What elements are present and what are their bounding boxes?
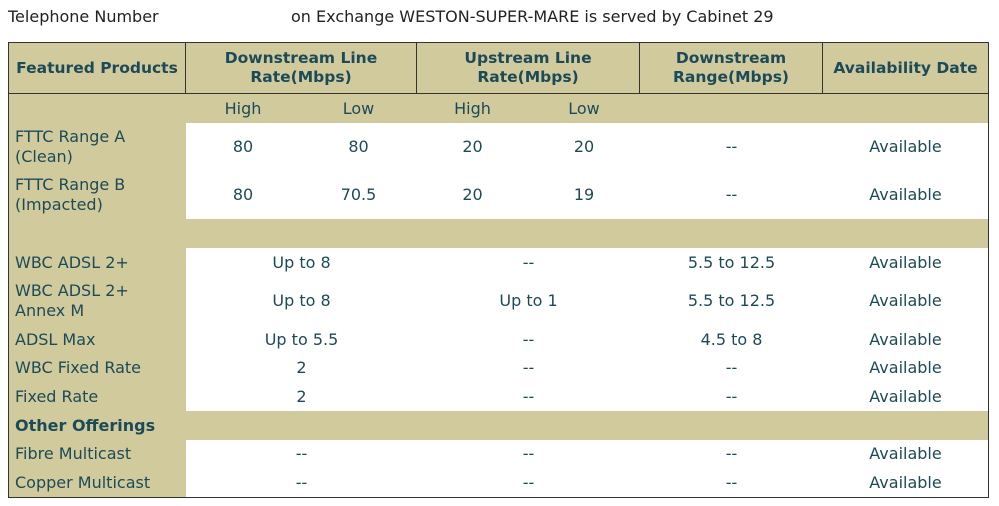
cell: 20 [573,137,595,156]
cell: Available [869,291,942,310]
row-label: WBC Fixed Rate [15,358,142,377]
cell: Up to 8 [272,291,331,310]
label: Telephone Number [8,7,159,26]
row-label: WBC ADSL 2+ [15,252,129,272]
cell: Available [869,137,942,156]
cell: -- [725,358,738,377]
cell: 80 [348,137,369,156]
cell: -- [725,137,738,156]
row-label: Fixed Rate [15,386,99,406]
row-bg [186,440,988,497]
row-label: Fibre Multicast [15,444,132,463]
column-header: Featured Products [9,43,186,93]
cell: -- [522,358,535,377]
cell: 2 [296,386,307,406]
cell: -- [295,472,308,492]
cell: 5.5 to 12.5 [687,291,776,310]
cell: Available [869,358,942,377]
cell: Available [869,185,942,204]
cell: -- [725,386,738,406]
cell: -- [522,444,535,463]
row-label: Copper Multicast [15,472,151,492]
column-header: Availability Date [833,58,978,77]
column-header: Downstream Line Rate(Mbps) [186,43,417,93]
cell: -- [522,472,535,492]
subcolumn-header: High [454,99,491,118]
cell: Available [869,386,942,406]
cell: -- [725,472,738,492]
cell: Up to 8 [272,252,331,272]
row-label: FTTC Range B (Impacted) [15,175,126,214]
cell: Available [869,444,942,463]
cell: -- [522,329,535,349]
row-label: WBC ADSL 2+ Annex M [15,281,129,320]
cell: Up to 1 [499,291,558,310]
cell: -- [522,252,535,272]
cell: 4.5 to 8 [700,329,763,349]
cell: -- [295,444,308,463]
exchange-info: on Exchange WESTON-SUPER-MARE is served … [291,7,774,26]
cell: Available [869,252,942,272]
cell: -- [522,386,535,406]
section-label: Other Offerings [15,415,156,435]
cell: 20 [462,137,483,156]
cell: 80 [232,185,254,204]
cell: Up to 5.5 [264,329,339,349]
column-header: Upstream Line Rate(Mbps) [417,43,640,93]
subcolumn-header: Low [342,99,375,118]
subcolumn-header: Low [568,99,600,118]
cell: 5.5 to 12.5 [687,252,776,272]
cell: 80 [232,137,254,156]
row-label: ADSL Max [15,329,96,349]
cell: 70.5 [340,185,377,204]
column-header: Downstream Range(Mbps) [640,43,823,93]
cell: 2 [296,358,307,377]
cell: Available [869,472,942,492]
cell: -- [725,185,738,204]
row-label: FTTC Range A (Clean) [15,127,126,166]
subcolumn-header: High [224,99,262,118]
cell: 19 [573,185,595,204]
row-bg [186,248,988,411]
cell: -- [725,444,738,463]
cell: Available [869,329,942,349]
row-bg [186,123,988,219]
cell: 20 [462,185,483,204]
header-rule [9,93,988,94]
